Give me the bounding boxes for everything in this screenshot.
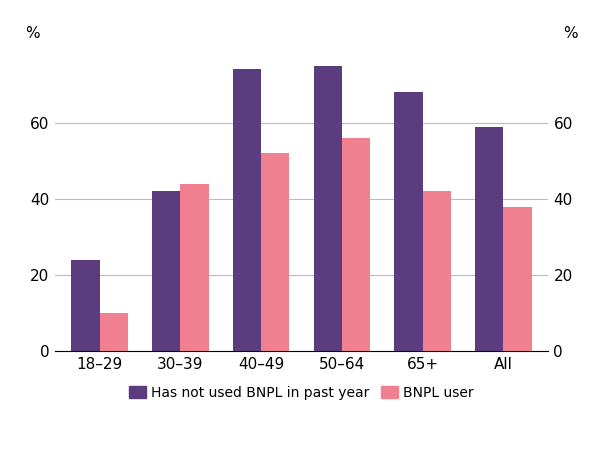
Legend: Has not used BNPL in past year, BNPL user: Has not used BNPL in past year, BNPL use… bbox=[124, 380, 479, 405]
Bar bbox=[504, 206, 532, 351]
Bar bbox=[314, 66, 342, 351]
Bar bbox=[394, 92, 423, 351]
Bar bbox=[261, 153, 289, 351]
Bar bbox=[99, 313, 128, 351]
Bar bbox=[152, 191, 180, 351]
Bar bbox=[423, 191, 451, 351]
Bar bbox=[233, 69, 261, 351]
Bar bbox=[180, 184, 209, 351]
Bar bbox=[71, 260, 99, 351]
Text: %: % bbox=[25, 25, 40, 40]
Bar bbox=[342, 138, 370, 351]
Bar bbox=[475, 127, 504, 351]
Text: %: % bbox=[563, 25, 578, 40]
